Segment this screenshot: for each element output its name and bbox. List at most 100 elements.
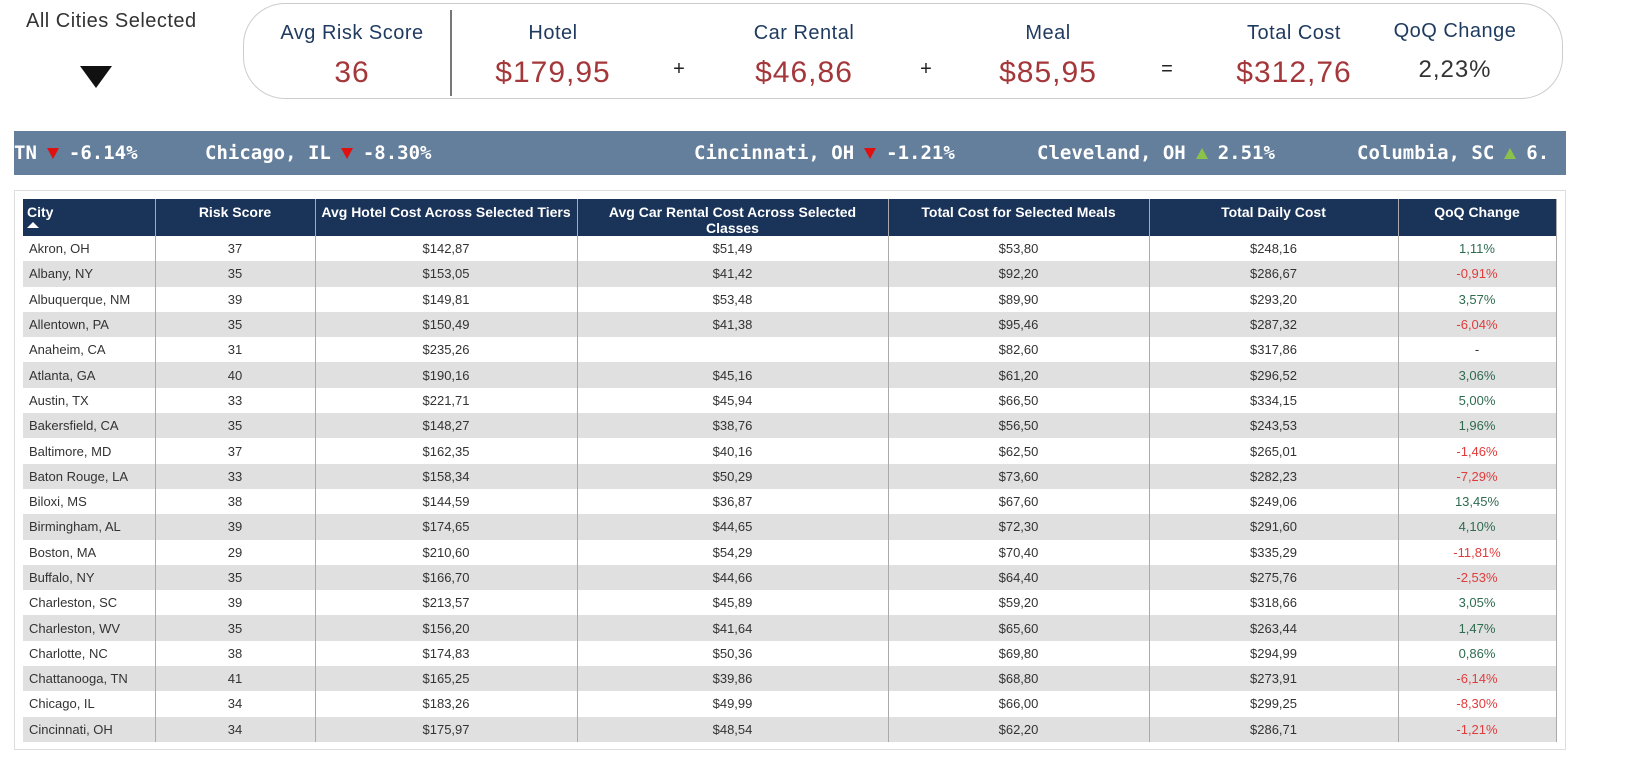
ticker-city: Cincinnati, OH — [694, 142, 855, 164]
table-row[interactable]: Biloxi, MS 38 $144,59 $36,87 $67,60 $249,06 13… — [23, 488, 1557, 515]
filter-label[interactable]: All Cities Selected — [26, 10, 197, 32]
table-row[interactable]: Albany, NY 35 $153,05 $41,42 $92,20 $286,67 -0… — [23, 261, 1557, 287]
table-cell: $153,05 — [315, 261, 578, 287]
table-cell: $45,89 — [577, 590, 889, 616]
table-cell: 35 — [155, 311, 316, 338]
ticker-city: Cleveland, OH — [1037, 142, 1186, 164]
table-row[interactable]: Albuquerque, NM 39 $149,81 $53,48 $89,90 $293… — [23, 286, 1557, 312]
kpi-value: $312,76 — [1236, 56, 1352, 89]
column-header[interactable]: City — [23, 199, 156, 236]
table-row[interactable]: Akron, OH 37 $142,87 $51,49 $53,80 $248,16 1,1… — [23, 236, 1557, 262]
table-cell: Baton Rouge, LA — [23, 463, 156, 489]
kpi-card — [243, 3, 1563, 99]
column-header-text: Total Cost for Selected Meals — [921, 204, 1116, 220]
table-cell: $62,20 — [888, 716, 1150, 742]
kpi-value: 36 — [334, 56, 370, 89]
table-cell: $61,20 — [888, 362, 1150, 388]
table-cell: $41,38 — [577, 311, 889, 338]
table-row[interactable]: Charleston, WV 35 $156,20 $41,64 $65,60 $263,… — [23, 615, 1557, 641]
table-row[interactable]: Cincinnati, OH 34 $175,97 $48,54 $62,20 $286,… — [23, 716, 1557, 742]
table-cell: -7,29% — [1398, 463, 1557, 489]
table-row[interactable]: Bakersfield, CA 35 $148,27 $38,76 $56,50 $243… — [23, 413, 1557, 439]
kpi-value: $46,86 — [755, 56, 853, 89]
table-row[interactable]: Atlanta, GA 40 $190,16 $45,16 $61,20 $296,52 3… — [23, 362, 1557, 388]
kpi-label: Hotel — [528, 22, 578, 44]
table-row[interactable]: Charlotte, NC 38 $174,83 $50,36 $69,80 $294,9… — [23, 640, 1557, 667]
table-cell: $148,27 — [315, 413, 578, 439]
column-header[interactable]: Avg Hotel Cost Across Selected Tiers — [315, 199, 578, 236]
table-row[interactable]: Allentown, PA 35 $150,49 $41,38 $95,46 $287,3… — [23, 311, 1557, 338]
table-cell: $275,76 — [1149, 564, 1399, 591]
table-row[interactable]: Chicago, IL 34 $183,26 $49,99 $66,00 $299,25-… — [23, 691, 1557, 717]
table-cell: 37 — [155, 438, 316, 464]
table-cell: $142,87 — [315, 236, 578, 262]
kpi-label: Car Rental — [753, 22, 855, 44]
table-cell: 34 — [155, 716, 316, 742]
table-cell: $40,16 — [577, 438, 889, 464]
table-cell: 41 — [155, 666, 316, 692]
table-cell: -2,53% — [1398, 564, 1557, 591]
table-cell: $39,86 — [577, 666, 889, 692]
table-cell: Allentown, PA — [23, 311, 156, 338]
table-cell: Chattanooga, TN — [23, 666, 156, 692]
ticker-arrow — [46, 147, 59, 159]
ticker-city: TN — [14, 142, 37, 164]
column-header-text: Risk Score — [198, 204, 272, 220]
table-cell: Baltimore, MD — [23, 438, 156, 464]
filter-dropdown-arrow[interactable] — [80, 66, 112, 88]
table-cell: 3,06% — [1398, 362, 1557, 388]
table-row[interactable]: Boston, MA 29 $210,60 $54,29 $70,40 $335,29 -1… — [23, 539, 1557, 565]
table-body: Akron, OH 37 $142,87 $51,49 $53,80 $248,16 1,1… — [23, 236, 1557, 742]
table-cell: 31 — [155, 337, 316, 363]
table-cell: $49,99 — [577, 691, 889, 717]
ticker-city: Columbia, SC — [1357, 142, 1495, 164]
table-cell: $95,46 — [888, 311, 1150, 338]
table-cell: $48,54 — [577, 716, 889, 742]
table-cell: $174,83 — [315, 640, 578, 667]
table-cell: $183,26 — [315, 691, 578, 717]
table-cell: 0,86% — [1398, 640, 1557, 667]
table-cell: $286,71 — [1149, 716, 1399, 742]
table-cell: 3,05% — [1398, 590, 1557, 616]
table-cell: 35 — [155, 261, 316, 287]
column-header[interactable]: Total Cost for Selected Meals — [888, 199, 1150, 236]
table-cell: Charlotte, NC — [23, 640, 156, 667]
table-cell: -11,81% — [1398, 539, 1557, 565]
table-row[interactable]: Chattanooga, TN 41 $165,25 $39,86 $68,80 $273… — [23, 666, 1557, 692]
ticker-item: Chicago, IL -8.30% — [205, 131, 431, 175]
table-row[interactable]: Charleston, SC 39 $213,57 $45,89 $59,20 $318,… — [23, 590, 1557, 616]
kpi-label: Avg Risk Score — [280, 22, 424, 44]
table-cell: -6,04% — [1398, 311, 1557, 338]
table-cell: $38,76 — [577, 413, 889, 439]
table-cell: Birmingham, AL — [23, 514, 156, 540]
column-header[interactable]: Risk Score — [155, 199, 316, 236]
table-container: City Risk Score Avg Hotel Cost Across Sele… — [14, 190, 1566, 750]
column-header[interactable]: QoQ Change — [1398, 199, 1557, 236]
table-cell: $265,01 — [1149, 438, 1399, 464]
ticker-item: TN -6.14% — [14, 131, 138, 175]
table-cell: 5,00% — [1398, 387, 1557, 414]
table-row[interactable]: Buffalo, NY 35 $166,70 $44,66 $64,40 $275,76-… — [23, 564, 1557, 591]
table-cell: Cincinnati, OH — [23, 716, 156, 742]
table-cell: 33 — [155, 387, 316, 414]
table-cell: $89,90 — [888, 286, 1150, 312]
table-cell: 1,96% — [1398, 413, 1557, 439]
table-row[interactable]: Baltimore, MD 37 $162,35 $40,16 $62,50 $265,0… — [23, 438, 1557, 464]
table-row[interactable]: Birmingham, AL 39 $174,65 $44,65 $72,30 $291,… — [23, 514, 1557, 540]
table-row[interactable]: Baton Rouge, LA 33 $158,34 $50,29 $73,60 $282… — [23, 463, 1557, 489]
table-cell: 38 — [155, 640, 316, 667]
table-cell: $45,16 — [577, 362, 889, 388]
column-header[interactable]: Avg Car Rental Cost Across Selected Clas… — [577, 199, 889, 236]
table-cell: $36,87 — [577, 488, 889, 515]
column-header-text: Avg Car Rental Cost Across Selected Clas… — [608, 204, 857, 236]
table-cell: $235,26 — [315, 337, 578, 363]
column-header[interactable]: Total Daily Cost — [1149, 199, 1399, 236]
table-cell: $318,66 — [1149, 590, 1399, 616]
table-cell: $51,49 — [577, 236, 889, 262]
table-row[interactable]: Austin, TX 33 $221,71 $45,94 $66,50 $334,15 5,… — [23, 387, 1557, 414]
table-cell: 39 — [155, 286, 316, 312]
table-row[interactable]: Anaheim, CA 31 $235,26 $82,60 $317,86- — [23, 337, 1557, 363]
table-cell: 13,45% — [1398, 488, 1557, 515]
kpi-operator: + — [673, 58, 685, 80]
